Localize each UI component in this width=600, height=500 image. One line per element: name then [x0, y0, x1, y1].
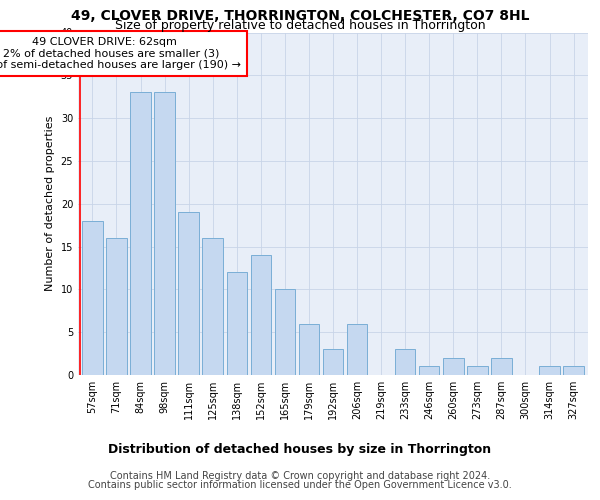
Bar [419, 366, 439, 375]
Bar [227, 272, 247, 375]
Bar [82, 221, 103, 375]
Text: 49 CLOVER DRIVE: 62sqm
← 2% of detached houses are smaller (3)
98% of semi-detac: 49 CLOVER DRIVE: 62sqm ← 2% of detached … [0, 37, 241, 70]
Y-axis label: Number of detached properties: Number of detached properties [45, 116, 55, 292]
Bar [178, 212, 199, 375]
Bar [323, 350, 343, 375]
Bar [539, 366, 560, 375]
Bar [130, 92, 151, 375]
Bar [347, 324, 367, 375]
Bar [491, 358, 512, 375]
Bar [106, 238, 127, 375]
Text: Distribution of detached houses by size in Thorrington: Distribution of detached houses by size … [109, 442, 491, 456]
Text: Size of property relative to detached houses in Thorrington: Size of property relative to detached ho… [115, 19, 485, 32]
Bar [202, 238, 223, 375]
Bar [154, 92, 175, 375]
Bar [563, 366, 584, 375]
Bar [467, 366, 488, 375]
Bar [251, 255, 271, 375]
Bar [395, 350, 415, 375]
Text: Contains HM Land Registry data © Crown copyright and database right 2024.: Contains HM Land Registry data © Crown c… [110, 471, 490, 481]
Bar [443, 358, 464, 375]
Bar [299, 324, 319, 375]
Text: Contains public sector information licensed under the Open Government Licence v3: Contains public sector information licen… [88, 480, 512, 490]
Bar [275, 290, 295, 375]
Text: 49, CLOVER DRIVE, THORRINGTON, COLCHESTER, CO7 8HL: 49, CLOVER DRIVE, THORRINGTON, COLCHESTE… [71, 9, 529, 23]
